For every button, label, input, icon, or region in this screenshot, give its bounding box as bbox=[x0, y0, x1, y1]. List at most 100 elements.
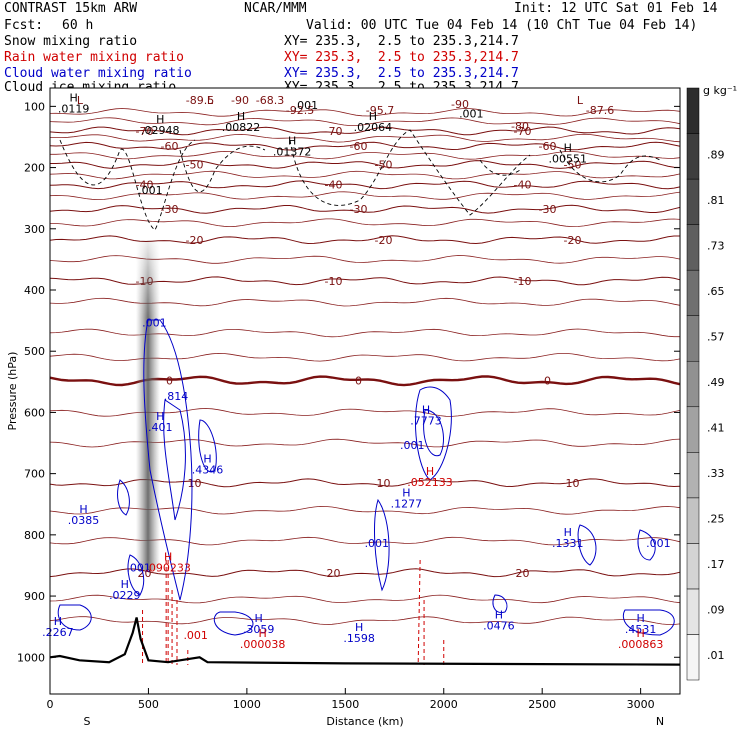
colorbar-label: .65 bbox=[707, 285, 725, 298]
cloud-water-max-marker: H bbox=[54, 615, 62, 628]
isotherm-label: 10 bbox=[188, 477, 202, 490]
snow-contour bbox=[179, 145, 266, 193]
isotherm-line bbox=[50, 150, 681, 160]
cloud-water-max-value: .001 bbox=[365, 537, 390, 550]
south-label: S bbox=[84, 715, 91, 728]
isotherm-line bbox=[49, 191, 681, 201]
isotherm-label: 20 bbox=[516, 567, 530, 580]
field-cloudwater-xy: XY= 235.3, 2.5 to 235.3,214.7 bbox=[284, 66, 519, 81]
isotherm-label: 0 bbox=[355, 375, 362, 388]
cloud-water-max-value: .3059 bbox=[243, 623, 275, 636]
x-tick-label: 2000 bbox=[430, 698, 458, 711]
isotherm-label: -40 bbox=[514, 179, 532, 192]
cloud-water-contour bbox=[57, 604, 92, 631]
cloud-water-max-value: .001 bbox=[126, 562, 151, 575]
colorbar-label: .41 bbox=[707, 422, 725, 435]
upper-contour-label: -92.5 bbox=[286, 104, 314, 117]
colorbar-swatch bbox=[686, 133, 700, 180]
cloud-water-max-value: .0229 bbox=[109, 589, 141, 602]
cloud-water-max-marker: H bbox=[79, 503, 87, 516]
upper-contour-label: -90 bbox=[231, 94, 249, 107]
x-tick-label: 0 bbox=[47, 698, 54, 711]
cloud-water-max-value: .401 bbox=[148, 421, 173, 434]
isotherm-line bbox=[50, 159, 681, 169]
isotherm-line bbox=[49, 141, 681, 151]
cloud-water-contour bbox=[127, 554, 145, 596]
colorbar-unit: g kg⁻¹ bbox=[703, 84, 737, 97]
cloud-water-max-value: .4531 bbox=[625, 623, 657, 636]
isotherm-line bbox=[49, 594, 681, 604]
isotherm-line bbox=[49, 133, 681, 143]
field-snow-xy: XY= 235.3, 2.5 to 235.3,214.7 bbox=[284, 34, 519, 49]
isotherm-line bbox=[49, 108, 681, 117]
upper-contour-label: -87.6 bbox=[586, 104, 614, 117]
field-rain-xy: XY= 235.3, 2.5 to 235.3,214.7 bbox=[284, 50, 519, 65]
isotherm-label: 0 bbox=[544, 375, 551, 388]
snow-max-marker: H bbox=[69, 91, 77, 104]
cloud-water-max-value: .1598 bbox=[343, 632, 375, 645]
rain-contour bbox=[417, 559, 421, 666]
field-snow-name: Snow mixing ratio bbox=[4, 34, 138, 49]
colorbar-swatch bbox=[686, 497, 700, 544]
y-axis-label: Pressure (hPa) bbox=[6, 352, 19, 431]
colorbar-swatch bbox=[686, 87, 700, 134]
snow-contour bbox=[479, 159, 521, 176]
colorbar-label: .01 bbox=[707, 649, 725, 662]
cloud-water-max-value: .0476 bbox=[483, 620, 515, 633]
rain-max-marker: H bbox=[636, 627, 644, 640]
cloud-water-max-value: .814 bbox=[164, 390, 189, 403]
colorbar-swatch bbox=[686, 360, 700, 408]
colorbar-label: .73 bbox=[707, 239, 725, 252]
cloud-water-contour bbox=[374, 498, 390, 592]
snow-max-marker: H bbox=[369, 110, 377, 123]
cloud-water-max-value: .1331 bbox=[552, 537, 584, 550]
cloud-water-contour bbox=[637, 529, 656, 561]
colorbar-swatch bbox=[686, 634, 700, 681]
fcst-value: 60 h bbox=[62, 18, 94, 33]
colorbar-swatch bbox=[686, 178, 700, 225]
colorbar-swatch bbox=[686, 406, 700, 453]
snow-max-marker: H bbox=[156, 113, 164, 126]
snow-max-value: .00822 bbox=[222, 121, 261, 134]
snow-max-marker: H bbox=[288, 134, 296, 147]
colorbar-label: .57 bbox=[707, 330, 725, 343]
isotherm-label: -70 bbox=[325, 125, 343, 138]
org-title: NCAR/MMM bbox=[244, 1, 307, 16]
plot-frame bbox=[49, 87, 681, 695]
rain-max-marker: H bbox=[258, 627, 266, 640]
isotherm-label: -10 bbox=[514, 275, 532, 288]
colorbar-label: .33 bbox=[707, 467, 725, 480]
isotherm-line bbox=[49, 218, 681, 228]
isotherm-label: 20 bbox=[138, 567, 152, 580]
cloud-water-contour bbox=[577, 524, 597, 566]
cloud-water-contour bbox=[213, 611, 254, 636]
colorbar-swatch bbox=[686, 224, 700, 271]
rain-max-marker: H bbox=[164, 551, 172, 564]
cloud-water-max-value: .001 bbox=[646, 537, 671, 550]
cloud-water-max-marker: H bbox=[636, 612, 644, 625]
isotherm-label: -60 bbox=[539, 140, 557, 153]
upper-contour-label: -90 bbox=[451, 98, 469, 111]
y-tick-label: 600 bbox=[24, 406, 45, 419]
isotherm-line bbox=[49, 126, 681, 136]
model-title: CONTRAST 15km ARW bbox=[4, 1, 138, 16]
x-axis-label: Distance (km) bbox=[326, 715, 403, 728]
cloud-water-max-value: .001 bbox=[400, 439, 425, 452]
cloud-water-contour bbox=[622, 609, 675, 636]
isotherm-line bbox=[49, 117, 681, 126]
cloud-water-max-marker: H bbox=[422, 404, 430, 417]
rain-max-value: .090233 bbox=[145, 562, 191, 575]
isotherm-label: -60 bbox=[161, 140, 179, 153]
rain-max-value: .000863 bbox=[618, 638, 664, 651]
upper-contour-label: L bbox=[577, 94, 584, 107]
cloud-water-max-value: .7773 bbox=[410, 415, 442, 428]
y-tick-label: 900 bbox=[24, 590, 45, 603]
x-tick-label: 2500 bbox=[528, 698, 556, 711]
x-tick-label: 1500 bbox=[331, 698, 359, 711]
isotherm-label: 20 bbox=[327, 567, 341, 580]
isotherm-label: 10 bbox=[377, 477, 391, 490]
cloud-water-max-value: .0385 bbox=[68, 514, 100, 527]
cloud-water-max-marker: H bbox=[255, 612, 263, 625]
upper-contour-label: -95.7 bbox=[366, 104, 394, 117]
snow-max-value: .00551 bbox=[549, 153, 588, 166]
